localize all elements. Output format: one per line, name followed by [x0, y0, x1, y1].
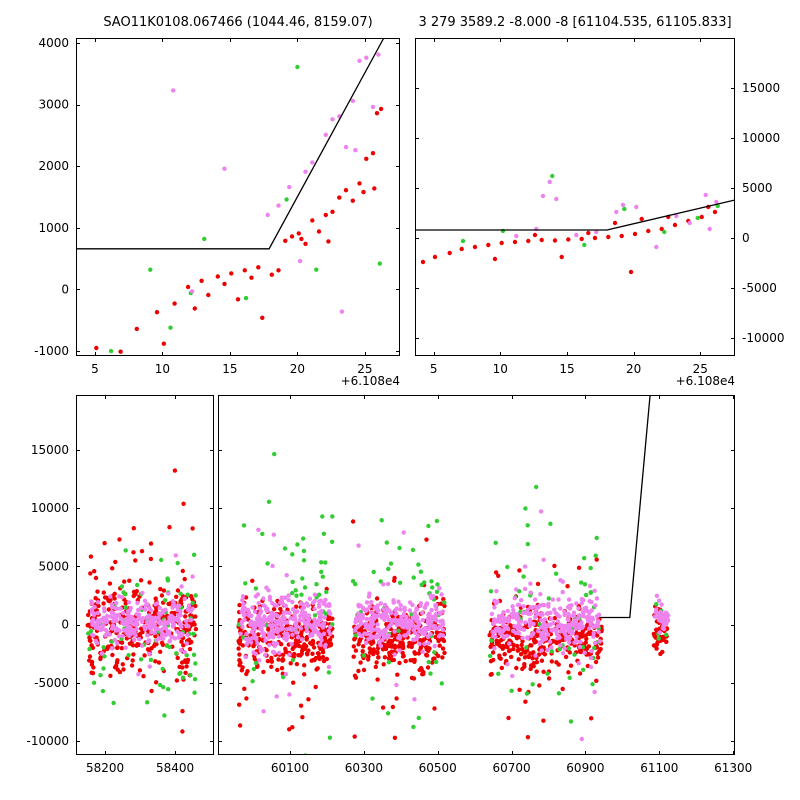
x-tick-label: 15	[559, 362, 574, 376]
top-right-points-green	[460, 173, 720, 248]
y-tick-label: -10000	[742, 331, 785, 345]
top-left-x-offset-label: +6.108e4	[340, 374, 400, 388]
top-right-x-offset-label: +6.108e4	[675, 374, 735, 388]
y-tick-label: -1000	[34, 344, 69, 358]
y-tick-label: -10000	[26, 734, 69, 748]
top-right-points-red	[420, 204, 718, 275]
bottom-cluster-violet-11	[238, 527, 333, 714]
top-left-axes-panel-0	[76, 38, 400, 356]
y-tick-label: 5000	[38, 559, 69, 573]
x-tick-label: 5	[91, 362, 99, 376]
bottom-axes-panel-0	[76, 395, 214, 755]
y-tick-label: 15000	[31, 443, 69, 457]
x-tick-label: 61300	[714, 761, 752, 775]
x-tick-label: 60500	[419, 761, 457, 775]
bottom-cluster-red-2	[350, 519, 447, 740]
y-tick-label: 4000	[38, 36, 69, 50]
x-tick-label: 60100	[271, 761, 309, 775]
bottom-cluster-red-0	[85, 468, 199, 734]
bottom-cluster-violet-13	[489, 509, 603, 742]
y-tick-label: 0	[61, 618, 69, 632]
x-tick-label: 5	[430, 362, 438, 376]
x-tick-label: 61100	[640, 761, 678, 775]
x-tick-label: 20	[290, 362, 305, 376]
x-tick-label: 60900	[566, 761, 604, 775]
top-left-model-line	[76, 38, 385, 250]
bottom-cluster-violet-10	[89, 553, 195, 677]
y-tick-label: 2000	[38, 159, 69, 173]
top-right-model-line	[415, 199, 735, 231]
x-tick-label: 25	[693, 362, 708, 376]
x-tick-label: 25	[357, 362, 372, 376]
x-tick-label: 58200	[86, 761, 124, 775]
y-tick-label: 15000	[742, 81, 780, 95]
x-tick-label: 60700	[493, 761, 531, 775]
top-left-points-violet	[171, 52, 381, 314]
y-tick-label: 1000	[38, 221, 69, 235]
y-tick-label: 10000	[31, 501, 69, 515]
bottom-axes-panel-1	[218, 395, 735, 755]
y-tick-label: 0	[742, 231, 750, 245]
bottom-model-line	[600, 395, 651, 619]
bottom-plot: 58200 58400 60100 60300 60500 60700 60900 61100…	[26, 395, 752, 775]
top-left-points-green	[108, 64, 382, 354]
x-tick-label: 10	[155, 362, 170, 376]
top-right-plot: 5 10 15 20 25 -10000 -5000 0 5000 10000 15000	[415, 38, 785, 376]
bottom-cluster-violet-14	[652, 593, 671, 635]
x-tick-label: 20	[626, 362, 641, 376]
y-tick-label: 0	[61, 282, 69, 296]
top-right-points-violet	[514, 179, 719, 250]
y-tick-label: -5000	[34, 676, 69, 690]
bottom-cluster-violet-12	[352, 530, 446, 702]
top-left-points-red	[94, 106, 384, 354]
x-tick-label: 60300	[345, 761, 383, 775]
x-tick-label: 58400	[156, 761, 194, 775]
top-left-plot: 5 10 15 20 25 -1000 0 1000 2000 3000 4000	[34, 36, 400, 376]
y-tick-label: -5000	[742, 281, 777, 295]
top-right-axes-panel-0	[415, 38, 735, 356]
y-tick-label: 5000	[742, 181, 773, 195]
top-left-plot-title: SAO11K0108.067466 (1044.46, 8159.07)	[103, 15, 373, 30]
y-tick-label: 3000	[38, 98, 69, 112]
x-tick-label: 15	[222, 362, 237, 376]
y-tick-label: 10000	[742, 131, 780, 145]
top-right-plot-title: 3 279 3589.2 -8.000 -8 [61104.535, 61105…	[418, 15, 732, 30]
x-tick-label: 10	[493, 362, 508, 376]
